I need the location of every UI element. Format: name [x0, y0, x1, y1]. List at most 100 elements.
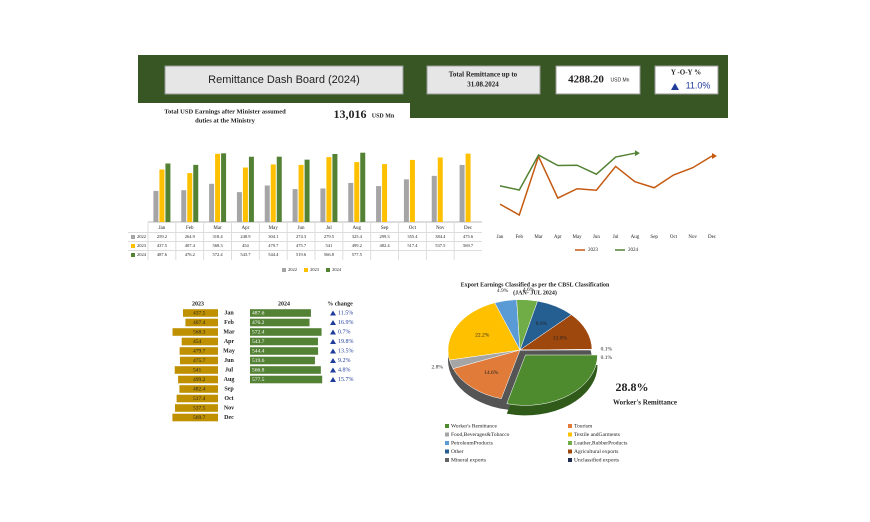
- bar: [298, 164, 304, 222]
- change-label: 16.9%: [338, 320, 354, 326]
- up-arrow: [330, 310, 336, 316]
- legend-marker: [568, 449, 572, 454]
- bar-label: 517.4: [193, 396, 206, 402]
- table-cell: 568.3: [213, 243, 224, 248]
- table-cell: 537.5: [435, 243, 446, 248]
- column-header: 2023: [192, 301, 204, 307]
- table-cell: 279.5: [324, 234, 335, 239]
- month-label: Jun: [224, 358, 234, 364]
- up-arrow: [330, 320, 336, 325]
- column-header: 2024: [278, 301, 290, 307]
- yoy-value: 11.0%: [686, 80, 711, 90]
- line-arrow: [712, 153, 717, 160]
- x-tick-label: Dec: [464, 226, 473, 231]
- table-cell: 499.2: [352, 243, 362, 248]
- x-tick-label: May: [573, 235, 583, 240]
- pie-label: 0.1%: [601, 347, 613, 353]
- total-box: [426, 65, 541, 95]
- earnings-label: duties at the Ministry: [195, 117, 256, 124]
- bar-label: 543.7: [252, 339, 265, 345]
- bar: [209, 183, 215, 222]
- table-cell: 541: [326, 243, 333, 248]
- legend-label: Leather,RubberProducts: [574, 440, 627, 446]
- table-cell: 304.1: [268, 234, 278, 239]
- change-label: 19.8%: [338, 339, 354, 345]
- pie-slice: [506, 354, 598, 406]
- legend-marker: [445, 449, 449, 454]
- table-cell: 299.3: [380, 234, 391, 239]
- bar: [459, 164, 465, 222]
- legend-label: 2022: [288, 267, 297, 272]
- bar: [176, 394, 218, 403]
- bar: [250, 318, 310, 327]
- bar-label: 499.2: [193, 377, 206, 383]
- month-label: Nov: [224, 405, 234, 411]
- pie-slice: [447, 302, 521, 361]
- bar: [250, 337, 318, 346]
- month-label: Apr: [224, 339, 235, 345]
- table-cell: 569.7: [463, 243, 474, 248]
- legend-marker: [568, 441, 572, 445]
- change-label: 11.5%: [338, 310, 353, 316]
- x-tick-label: May: [269, 226, 279, 231]
- table-cell: 437.5: [157, 243, 168, 248]
- legend-label: 2024: [628, 248, 639, 253]
- table-cell: 577.5: [352, 252, 363, 257]
- pie-label: 0.1%: [601, 355, 613, 361]
- bar: [179, 347, 218, 355]
- bar: [179, 385, 218, 393]
- bar: [215, 153, 221, 222]
- x-tick-label: Feb: [516, 235, 524, 240]
- table-cell: 543.7: [240, 252, 251, 257]
- table-cell: 248.9: [240, 234, 251, 239]
- table-cell: 572.4: [213, 252, 224, 257]
- pie-annotation: Worker's Remittance: [613, 399, 677, 407]
- month-label: Mar: [223, 329, 235, 335]
- month-label: Aug: [224, 377, 235, 383]
- month-label: Jul: [225, 367, 233, 373]
- legend-marker: [445, 441, 449, 445]
- x-tick-label: Jun: [593, 235, 600, 240]
- earnings-unit: USD Mn: [372, 113, 395, 119]
- bar-label: 544.4: [252, 348, 265, 354]
- x-tick-label: Oct: [670, 235, 678, 240]
- up-arrow: [330, 377, 336, 382]
- pie-title: Export Earnings Classified as per the CB…: [461, 282, 610, 288]
- bar: [221, 153, 227, 222]
- pie-label: 4.9%: [497, 288, 509, 294]
- legend-label: Tourism: [574, 423, 593, 429]
- legend-marker: [131, 235, 135, 239]
- legend-marker: [131, 244, 135, 248]
- bar-label: 519.6: [252, 358, 265, 364]
- bar-label: 476.2: [252, 320, 265, 326]
- table-cell: 325.4: [352, 234, 363, 239]
- change-label: 0.7%: [338, 329, 351, 335]
- bar: [403, 179, 409, 222]
- month-label: Jan: [224, 310, 234, 316]
- x-tick-label: Jan: [497, 235, 504, 240]
- table-cell: 454: [242, 243, 250, 248]
- legend-label: Mineral exports: [451, 457, 486, 463]
- bar: [264, 185, 270, 222]
- bar: [183, 309, 218, 317]
- month-label: May: [223, 348, 235, 354]
- x-tick-label: Sep: [381, 226, 389, 231]
- x-tick-label: Oct: [409, 226, 417, 231]
- pie-label: 14.6%: [484, 370, 499, 376]
- column-header: % change: [327, 301, 353, 307]
- earnings-value: 13,016: [334, 107, 367, 121]
- x-tick-label: Mar: [213, 226, 222, 231]
- bar: [431, 175, 437, 222]
- bar-label: 479.7: [193, 348, 206, 354]
- bar: [320, 188, 326, 222]
- change-label: 9.2%: [338, 358, 351, 364]
- x-tick-label: Jul: [613, 235, 619, 240]
- bar: [382, 164, 388, 222]
- dashboard-title: Remittance Dash Board (2024): [208, 74, 360, 86]
- legend-marker: [445, 432, 449, 437]
- bar: [270, 164, 276, 222]
- legend-marker: [282, 268, 286, 272]
- bar: [172, 328, 218, 336]
- month-label: Sep: [224, 386, 234, 392]
- bar: [165, 163, 171, 222]
